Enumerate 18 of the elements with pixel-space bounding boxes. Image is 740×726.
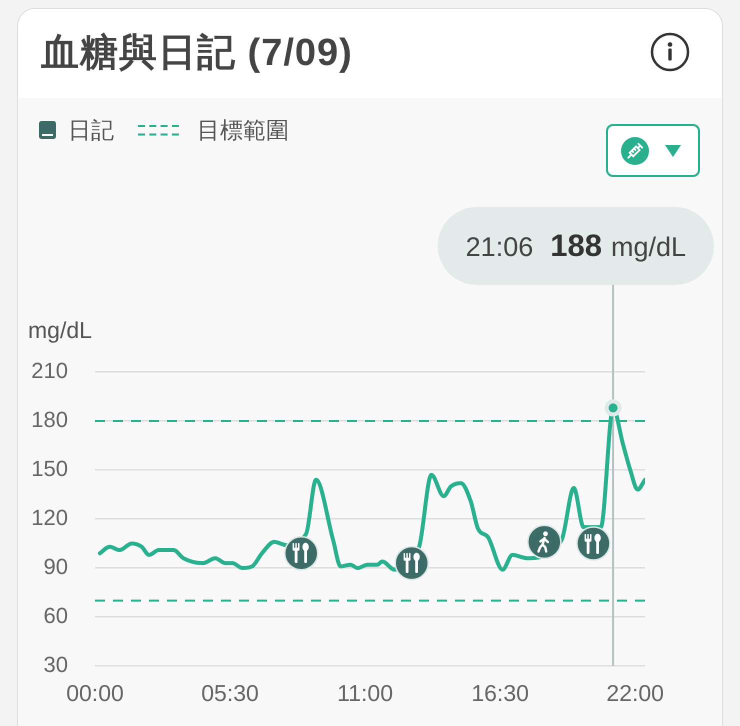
x-tick-label: 05:30 (201, 680, 259, 706)
y-tick-label: 180 (31, 407, 68, 432)
x-tick-label: 00:00 (66, 680, 124, 706)
x-tick-label: 11:00 (337, 680, 394, 706)
y-tick-label: 120 (31, 505, 68, 530)
y-tick-label: 150 (31, 456, 68, 482)
point (604, 399, 622, 416)
y-axis-title: mg/dL (28, 317, 92, 343)
y-tick-label: 210 (31, 358, 68, 384)
chart-title: 血糖與日記 (7/09) (41, 31, 353, 76)
y-tick-label: 30 (44, 652, 68, 678)
ref-line-label: 21:06 188 mg/dL (466, 228, 686, 263)
legend-label: 目標範圍 (197, 116, 289, 144)
x-tick-label: 16:30 (471, 680, 529, 706)
x-tick-label: 22:00 (606, 680, 664, 706)
y-tick-label: 60 (44, 603, 68, 628)
legend-label: 日記 (68, 116, 114, 144)
y-tick-label: 90 (44, 554, 68, 580)
